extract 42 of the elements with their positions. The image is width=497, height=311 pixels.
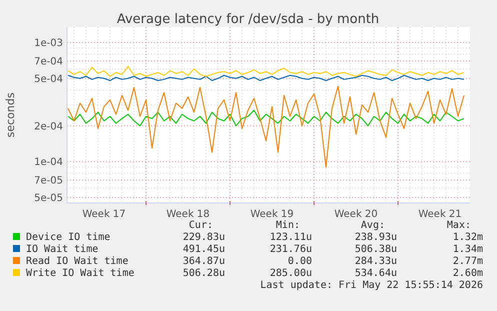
line-series <box>68 110 464 126</box>
x-tick-label: Week 19 <box>250 209 294 220</box>
text: Cur: <box>188 220 213 231</box>
line-series <box>68 86 464 168</box>
x-tick-label: Week 21 <box>418 209 462 220</box>
legend-label: IO Wait time <box>26 244 98 255</box>
x-tick-label: Week 20 <box>334 209 378 220</box>
y-tick-label: 5e-05 <box>34 193 63 204</box>
text: Avg: <box>360 220 385 231</box>
text: 506.38u <box>354 244 397 255</box>
text: 2.77m <box>452 256 483 267</box>
text: 231.76u <box>270 244 312 255</box>
legend-label: Read IO Wait time <box>26 256 128 267</box>
text: 238.93u <box>354 232 397 243</box>
text: 123.11u <box>270 232 312 243</box>
text: Last update: Fri May 22 15:55:14 2026 <box>260 280 483 291</box>
text: 506.28u <box>182 268 225 279</box>
x-tick-label: Week 17 <box>82 209 126 220</box>
text: 364.87u <box>182 256 225 267</box>
text: 285.00u <box>270 268 312 279</box>
text: 534.64u <box>354 268 397 279</box>
legend-label: Write IO Wait time <box>26 268 134 279</box>
text: 491.45u <box>182 244 225 255</box>
text: 1.32m <box>452 232 483 243</box>
y-tick-label: 2e-04 <box>34 121 63 132</box>
y-tick-label: 7e-05 <box>34 176 63 187</box>
text: Min: <box>276 220 300 231</box>
y-tick-label: 5e-04 <box>34 74 63 85</box>
chart-title: Average latency for /dev/sda - by month <box>116 12 380 27</box>
text: 0.00 <box>288 256 312 267</box>
y-tick-label: 1e-03 <box>34 38 63 50</box>
text: 1.34m <box>452 244 483 255</box>
text: 284.33u <box>354 256 397 267</box>
legend-label: Device IO time <box>26 232 110 243</box>
line-series <box>68 66 464 77</box>
y-axis-title: seconds <box>4 92 17 138</box>
y-tick-label: 1e-04 <box>34 157 63 168</box>
text: Max: <box>446 220 471 231</box>
x-tick-label: Week 18 <box>166 209 210 220</box>
y-tick-label: 7e-04 <box>34 56 63 68</box>
text: 229.83u <box>182 232 225 243</box>
text: 2.60m <box>452 268 483 279</box>
